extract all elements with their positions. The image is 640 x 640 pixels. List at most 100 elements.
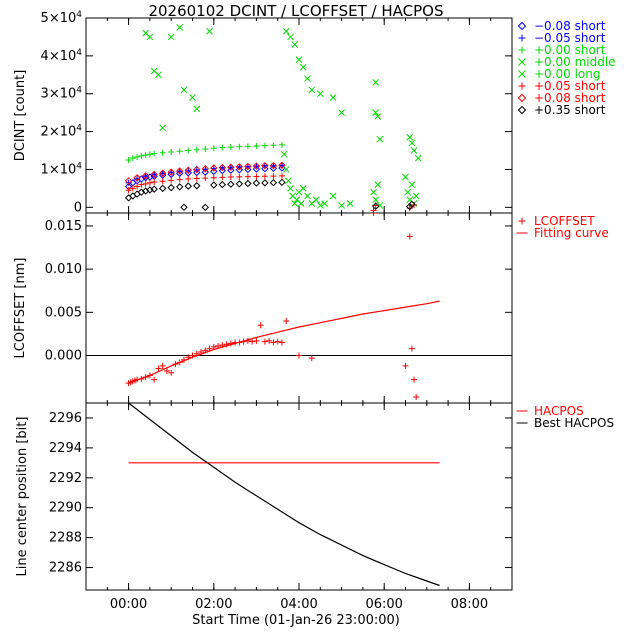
data-point bbox=[227, 166, 235, 174]
legend-label: +0.35 short bbox=[534, 103, 606, 117]
legend-label: Fitting curve bbox=[534, 226, 609, 240]
data-point bbox=[193, 182, 201, 190]
data-point bbox=[236, 143, 243, 150]
data-point bbox=[193, 165, 201, 174]
data-point bbox=[406, 233, 413, 240]
data-point bbox=[193, 146, 200, 153]
legend-label: LCOFFSET bbox=[534, 214, 595, 228]
data-point bbox=[316, 90, 324, 98]
data-point bbox=[184, 166, 192, 174]
data-point bbox=[266, 337, 273, 344]
data-point bbox=[372, 196, 380, 204]
series-line bbox=[128, 300, 440, 384]
data-point bbox=[408, 345, 415, 352]
data-point bbox=[167, 183, 175, 192]
data-point bbox=[329, 94, 337, 101]
y-tick-label: 2286 bbox=[49, 561, 82, 576]
data-point bbox=[176, 167, 184, 175]
data-point bbox=[189, 94, 196, 101]
y-tick-label: 0.010 bbox=[45, 262, 82, 277]
data-point bbox=[202, 175, 209, 182]
data-point bbox=[410, 147, 418, 154]
legend-marker bbox=[518, 70, 526, 78]
data-point bbox=[374, 113, 382, 120]
data-point bbox=[142, 180, 149, 187]
data-point bbox=[201, 203, 209, 212]
data-point bbox=[278, 172, 285, 179]
data-point bbox=[261, 164, 269, 173]
legend-marker bbox=[517, 21, 527, 31]
data-point bbox=[146, 33, 154, 41]
data-point bbox=[227, 164, 234, 171]
data-point bbox=[404, 188, 411, 196]
data-point bbox=[236, 173, 243, 180]
data-point bbox=[218, 180, 227, 189]
data-point bbox=[138, 152, 145, 159]
data-point bbox=[129, 185, 136, 192]
plot-layer: 0 1×104 2×104 3×104 4×104 5×104 DCINT [count] −… bbox=[13, 10, 616, 612]
data-point bbox=[408, 181, 416, 188]
data-point bbox=[168, 177, 175, 184]
legend-label: +0.00 long bbox=[534, 67, 601, 81]
x-tick-label: 08:00 bbox=[451, 597, 488, 612]
data-point bbox=[261, 173, 268, 180]
data-point bbox=[210, 145, 217, 152]
legend-label: −0.08 short bbox=[534, 19, 606, 33]
y-tick-label: 3×104 bbox=[41, 86, 83, 102]
data-point bbox=[193, 105, 201, 113]
y-axis-label: Line center position [bit] bbox=[15, 417, 30, 577]
data-point bbox=[338, 202, 345, 209]
data-point bbox=[168, 149, 175, 156]
data-point bbox=[278, 339, 285, 346]
x-axis-label: Start Time (01-Jan-26 23:00:00) bbox=[192, 613, 400, 628]
data-point bbox=[180, 203, 188, 212]
data-point bbox=[304, 75, 311, 82]
data-point bbox=[227, 340, 234, 347]
data-point bbox=[269, 161, 278, 170]
data-group bbox=[124, 24, 422, 213]
data-point bbox=[185, 175, 192, 182]
data-point bbox=[150, 170, 158, 179]
data-point bbox=[261, 179, 269, 187]
data-point bbox=[244, 173, 251, 180]
panel-3: 2286 2288 2290 2292 2294 2296 00:00 02:00 04:00 0… bbox=[15, 402, 614, 612]
data-group bbox=[125, 213, 440, 400]
y-tick-label: 2290 bbox=[49, 501, 82, 516]
data-point bbox=[370, 213, 377, 216]
data-point bbox=[176, 148, 183, 155]
y-tick-label: 2292 bbox=[49, 471, 82, 486]
x-tick-label: 04:00 bbox=[280, 597, 317, 612]
y-tick-label: 1×104 bbox=[41, 161, 83, 177]
plot-frame bbox=[85, 402, 513, 591]
data-point bbox=[270, 339, 277, 346]
data-point bbox=[278, 141, 285, 148]
data-point bbox=[372, 79, 380, 86]
data-point bbox=[261, 338, 268, 345]
data-point bbox=[261, 162, 268, 169]
data-point bbox=[151, 150, 158, 157]
series-line bbox=[128, 403, 440, 587]
data-point bbox=[371, 202, 380, 210]
panel-2: 0.000 0.005 0.010 0.015 LCOFFSET [nm] LCOFFSE… bbox=[13, 212, 609, 404]
data-point bbox=[261, 142, 268, 149]
data-point bbox=[210, 164, 218, 172]
data-point bbox=[244, 162, 252, 171]
data-point bbox=[257, 322, 264, 329]
data-point bbox=[218, 163, 227, 172]
data-point bbox=[244, 163, 251, 170]
data-point bbox=[185, 147, 192, 154]
legend-label: HACPOS bbox=[534, 404, 584, 418]
legend-marker bbox=[518, 34, 526, 42]
legend-marker bbox=[518, 82, 526, 90]
data-point bbox=[402, 362, 409, 369]
data-point bbox=[370, 207, 377, 213]
data-point bbox=[411, 376, 418, 383]
data-point bbox=[374, 181, 382, 188]
data-point bbox=[252, 179, 261, 187]
y-tick-label: 2294 bbox=[49, 441, 82, 456]
data-point bbox=[158, 184, 167, 193]
data-point bbox=[150, 185, 158, 193]
y-tick-label: 2288 bbox=[49, 531, 82, 546]
data-point bbox=[168, 369, 175, 376]
data-point bbox=[406, 202, 414, 211]
